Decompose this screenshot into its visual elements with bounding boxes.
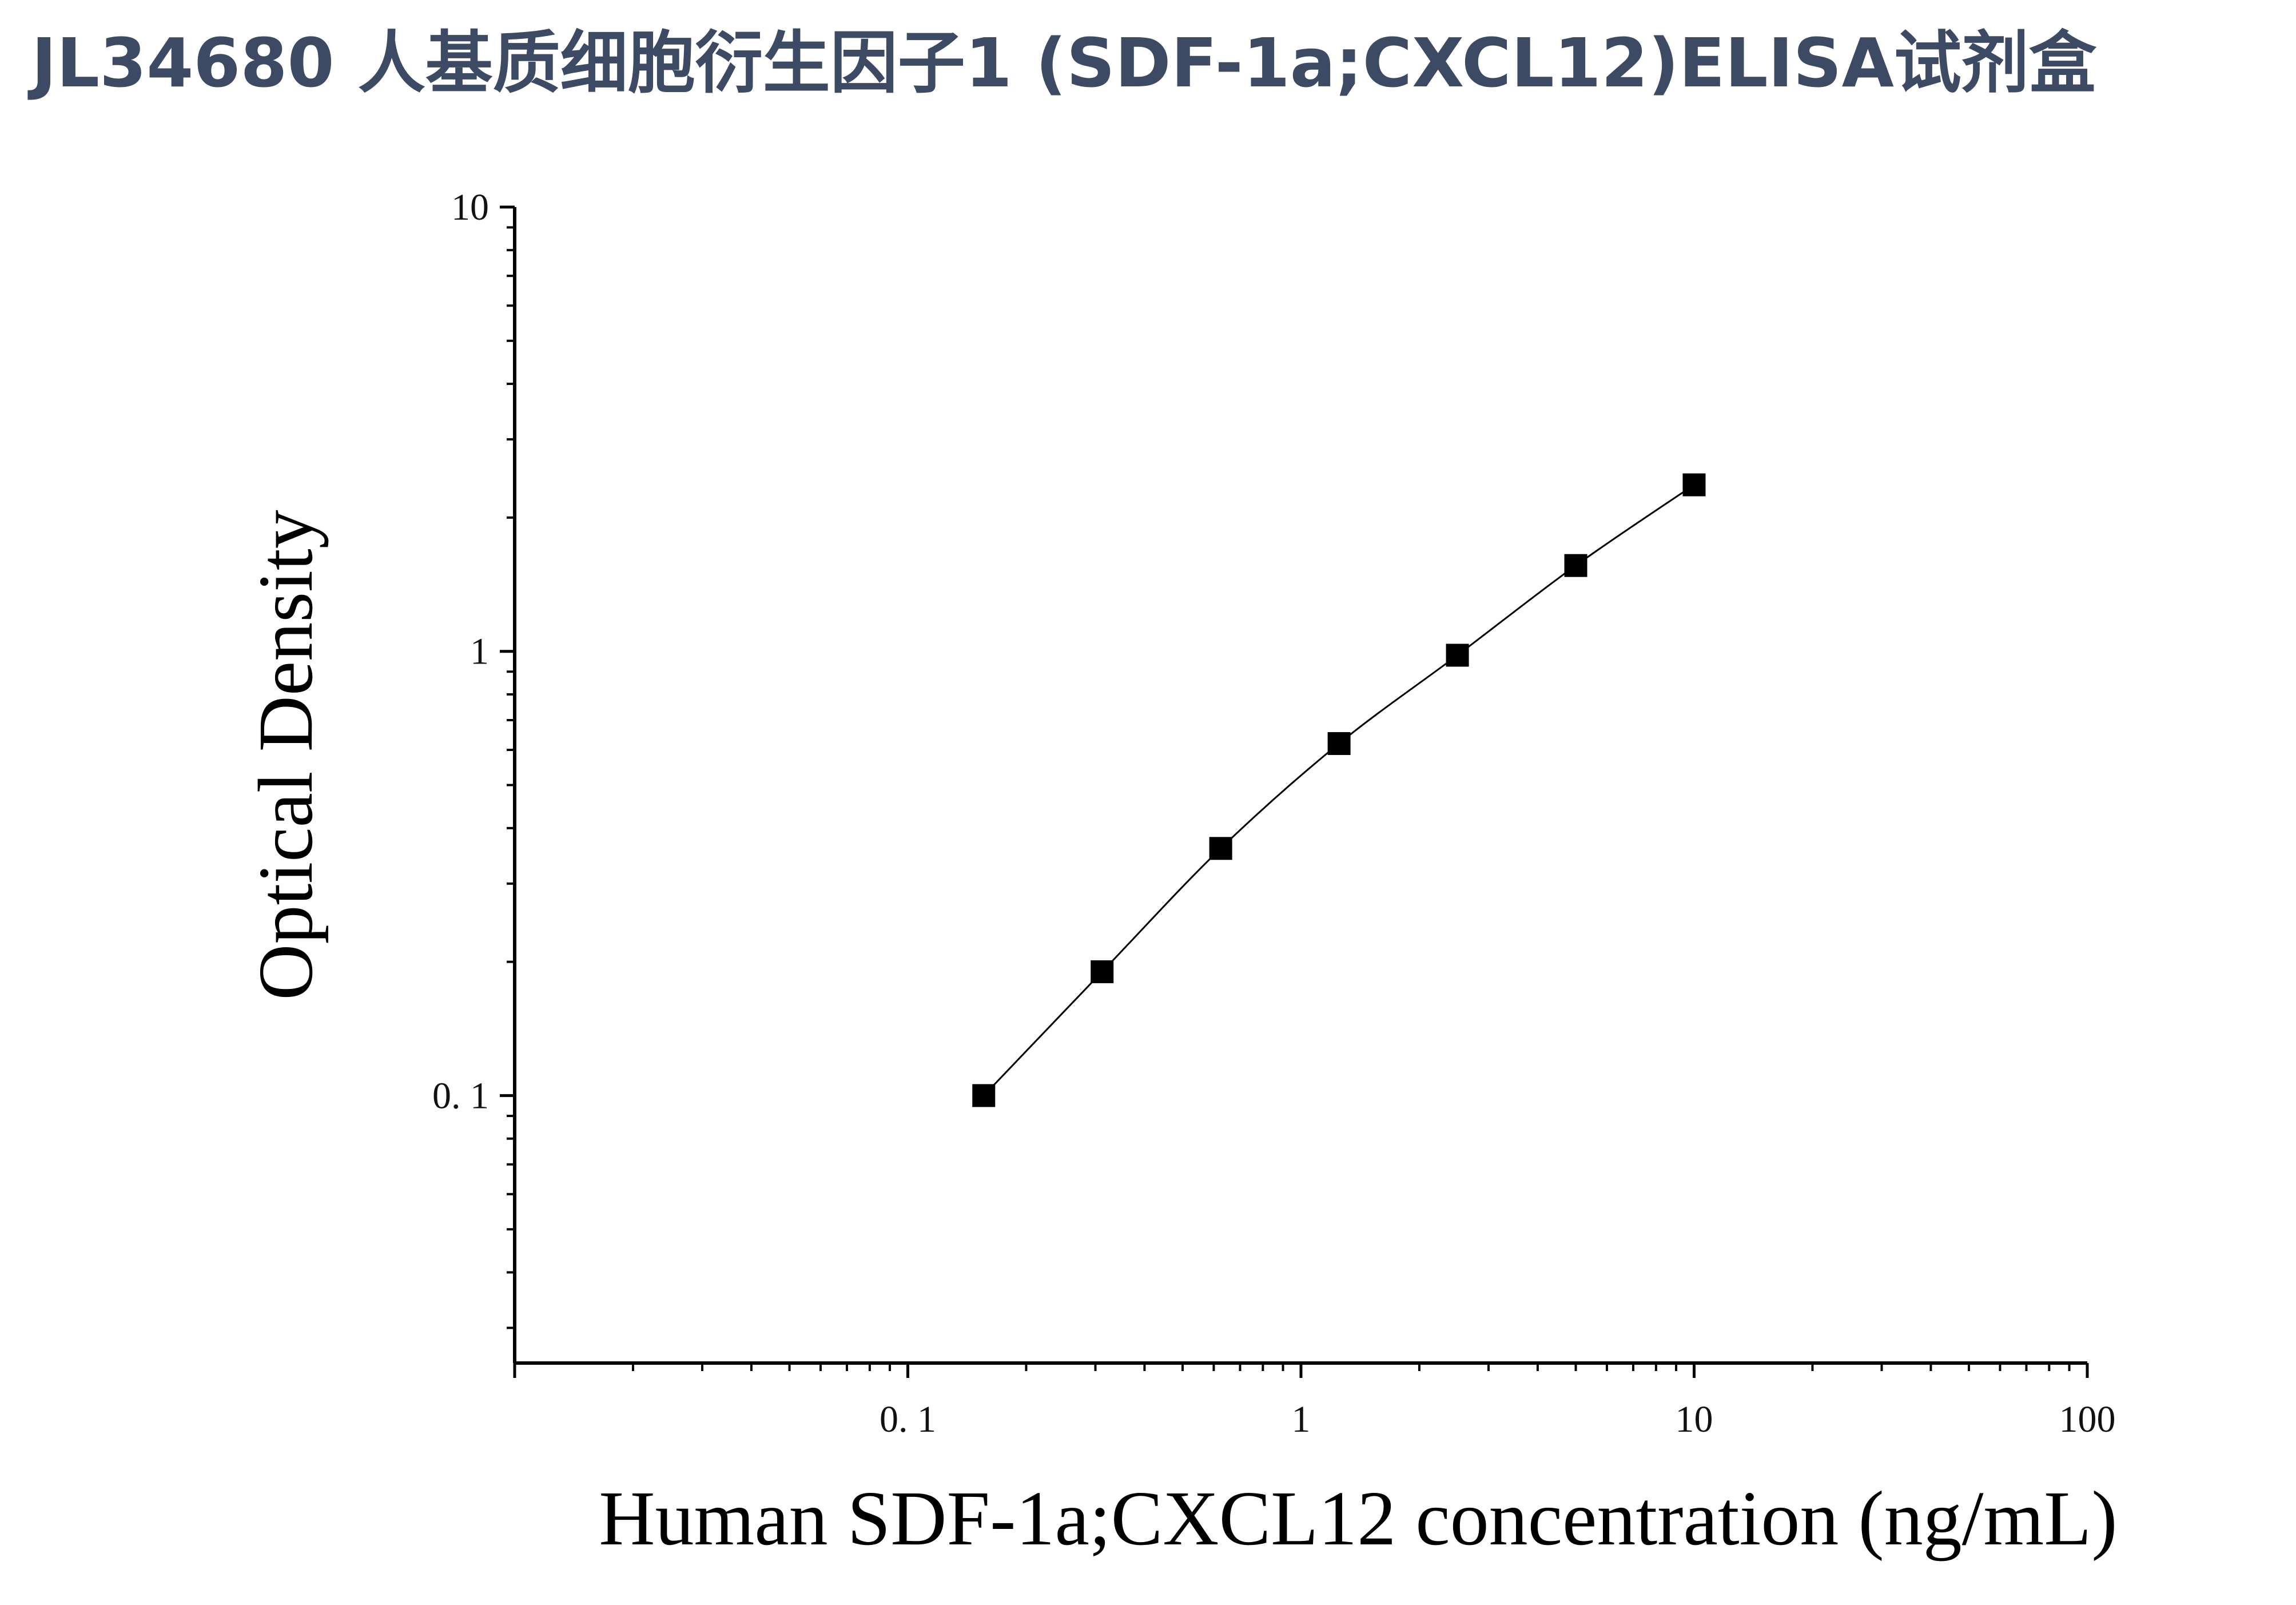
y-tick-label: 10 <box>451 186 489 228</box>
data-point <box>1682 473 1706 496</box>
data-point <box>1091 960 1114 983</box>
data-point <box>1446 643 1469 667</box>
data-markers-layer <box>972 473 1706 1107</box>
data-point <box>972 1084 996 1107</box>
y-axis-label: Optical Density <box>243 510 329 1000</box>
data-point <box>1327 732 1351 755</box>
y-tick-label: 1 <box>470 631 489 673</box>
fit-curve <box>983 484 1695 1097</box>
data-point <box>1564 554 1587 577</box>
fit-curve-layer <box>983 484 1695 1097</box>
x-tick-label: 1 <box>1292 1399 1311 1440</box>
x-axis-label: Human SDF-1a;CXCL12 concentration (ng/mL… <box>599 1476 2117 1562</box>
x-tick-label: 10 <box>1676 1399 1713 1440</box>
x-tick-label: 0. 1 <box>880 1399 936 1440</box>
x-tick-label: 100 <box>2059 1399 2116 1440</box>
data-point <box>1209 837 1232 860</box>
chart-axes: 0. 1 1 10 0. 1 1 10 100 <box>432 186 2116 1440</box>
y-tick-label: 0. 1 <box>432 1075 489 1117</box>
page-title: JL34680 人基质细胞衍生因子1 (SDF-1a;CXCL12)ELISA试… <box>31 23 2096 102</box>
